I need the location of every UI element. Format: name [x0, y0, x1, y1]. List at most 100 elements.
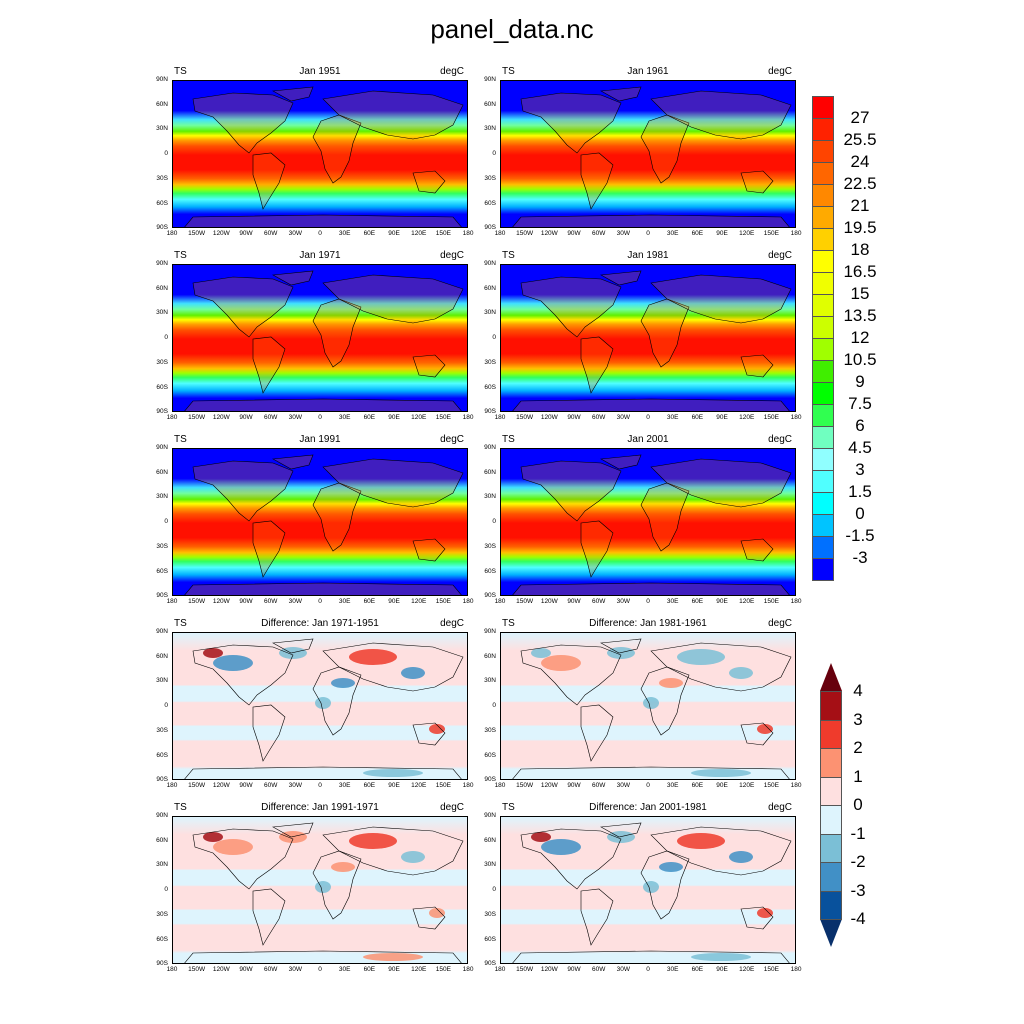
map-plot-area	[172, 632, 468, 780]
map-field	[501, 817, 795, 963]
coastline	[192, 276, 294, 338]
coastline	[640, 666, 690, 736]
lon-tick-label: 90E	[388, 782, 400, 789]
lat-tick-label: 60N	[156, 284, 168, 292]
lon-tick-label: 120E	[739, 414, 755, 421]
coastline	[192, 644, 294, 706]
lon-tick-label: 180	[790, 966, 802, 973]
lat-tick-label: 30S	[156, 542, 168, 550]
lon-tick-label: 60W	[263, 782, 278, 789]
colorbar-label: 1.5	[848, 482, 872, 501]
lat-tick-label: 60S	[484, 935, 496, 943]
coastline	[640, 298, 690, 368]
lon-tick-label: 30E	[666, 782, 679, 789]
map-panel: TS Jan 1981 degC 90N 60N 30N 0 30S 60S 90S 180 150W…	[484, 250, 801, 428]
lon-tick-label: 150E	[763, 966, 779, 973]
coastline	[520, 276, 622, 338]
lat-tick-label: 30N	[484, 309, 496, 317]
anomaly-region	[757, 908, 773, 918]
coastline	[322, 826, 464, 876]
lon-tick-label: 0	[646, 782, 650, 789]
lon-tick-label: 150E	[435, 782, 451, 789]
lon-tick-label: 120E	[411, 782, 427, 789]
lat-tick-label: 30S	[156, 174, 168, 182]
coastline	[252, 336, 286, 394]
coastline	[322, 458, 464, 508]
panel-left-title: TS	[174, 802, 187, 813]
panel-right-title: degC	[768, 250, 792, 261]
panel-center-title: Difference: Jan 1981-1961	[589, 618, 707, 629]
coastline	[740, 170, 774, 194]
colorbar-label: 15	[850, 284, 870, 303]
coastline	[312, 482, 362, 552]
coastline	[580, 336, 614, 394]
lat-tick-label: 90S	[484, 960, 496, 968]
anomaly-region	[401, 851, 425, 863]
colorbar-label: 16.5	[843, 262, 877, 281]
colorbar-triangles	[820, 663, 842, 947]
lon-tick-label: 0	[646, 966, 650, 973]
coastline	[412, 354, 446, 378]
colorbar-label: -3	[852, 548, 868, 567]
over-range-triangle	[820, 663, 842, 691]
lon-tick-label: 30E	[338, 598, 351, 605]
lon-tick-label: 180	[166, 598, 178, 605]
coastline	[512, 766, 790, 779]
lon-tick-label: 90E	[716, 414, 728, 421]
lon-tick-label: 120W	[540, 782, 558, 789]
lat-tick-label: 30S	[484, 358, 496, 366]
lon-tick-label: 150E	[435, 414, 451, 421]
coastline	[580, 520, 614, 578]
lat-tick-label: 90N	[156, 76, 168, 83]
anomaly-region	[213, 655, 253, 671]
coastline	[312, 298, 362, 368]
map-field	[173, 265, 467, 411]
lon-tick-label: 30W	[616, 230, 631, 237]
panel-right-title: degC	[440, 66, 464, 77]
lon-tick-label: 150E	[435, 598, 451, 605]
field-background	[173, 81, 467, 227]
map-panel: TS Difference: Jan 1981-1961 degC 90N 60N 30N…	[484, 618, 801, 796]
lon-tick-label: 90E	[388, 598, 400, 605]
map-field	[501, 449, 795, 595]
lon-tick-label: 90E	[388, 414, 400, 421]
lon-tick-label: 60W	[591, 230, 606, 237]
lon-tick-label: 120E	[411, 230, 427, 237]
coastline	[600, 454, 642, 470]
colorbar-label: 21	[850, 196, 870, 215]
coastline	[272, 822, 314, 838]
lon-tick-label: 0	[646, 230, 650, 237]
lat-tick-label: 0	[492, 702, 496, 710]
coastline	[512, 214, 790, 227]
coastline	[600, 822, 642, 838]
panel-center-title: Jan 1991	[299, 434, 341, 445]
lon-tick-label: 90E	[716, 966, 728, 973]
panel-left-title: TS	[174, 250, 187, 261]
lon-tick-label: 150W	[516, 782, 534, 789]
lon-tick-label: 180	[790, 782, 802, 789]
map-plot-area	[172, 448, 468, 596]
lon-tick-label: 150E	[763, 782, 779, 789]
lon-tick-label: 90W	[239, 598, 253, 605]
panel-left-title: TS	[174, 66, 187, 77]
coastline	[740, 906, 774, 930]
lon-tick-label: 90E	[388, 230, 400, 237]
coastline	[252, 152, 286, 210]
coastline	[650, 642, 792, 692]
coastline	[272, 86, 314, 102]
lat-tick-label: 60N	[156, 468, 168, 476]
lat-tick-label: 30N	[156, 677, 168, 685]
lon-tick-label: 90W	[239, 782, 253, 789]
lon-tick-label: 60E	[363, 230, 376, 237]
lon-tick-label: 60W	[591, 414, 606, 421]
lat-tick-label: 30S	[156, 910, 168, 918]
anomaly-region	[677, 833, 725, 849]
lon-tick-label: 150E	[763, 414, 779, 421]
lat-tick-label: 60S	[484, 751, 496, 759]
lat-tick-label: 0	[164, 702, 168, 710]
lon-tick-label: 150W	[516, 414, 534, 421]
lon-tick-label: 150E	[435, 966, 451, 973]
lon-tick-label: 150W	[188, 414, 206, 421]
coastline	[512, 582, 790, 595]
coastline	[740, 354, 774, 378]
